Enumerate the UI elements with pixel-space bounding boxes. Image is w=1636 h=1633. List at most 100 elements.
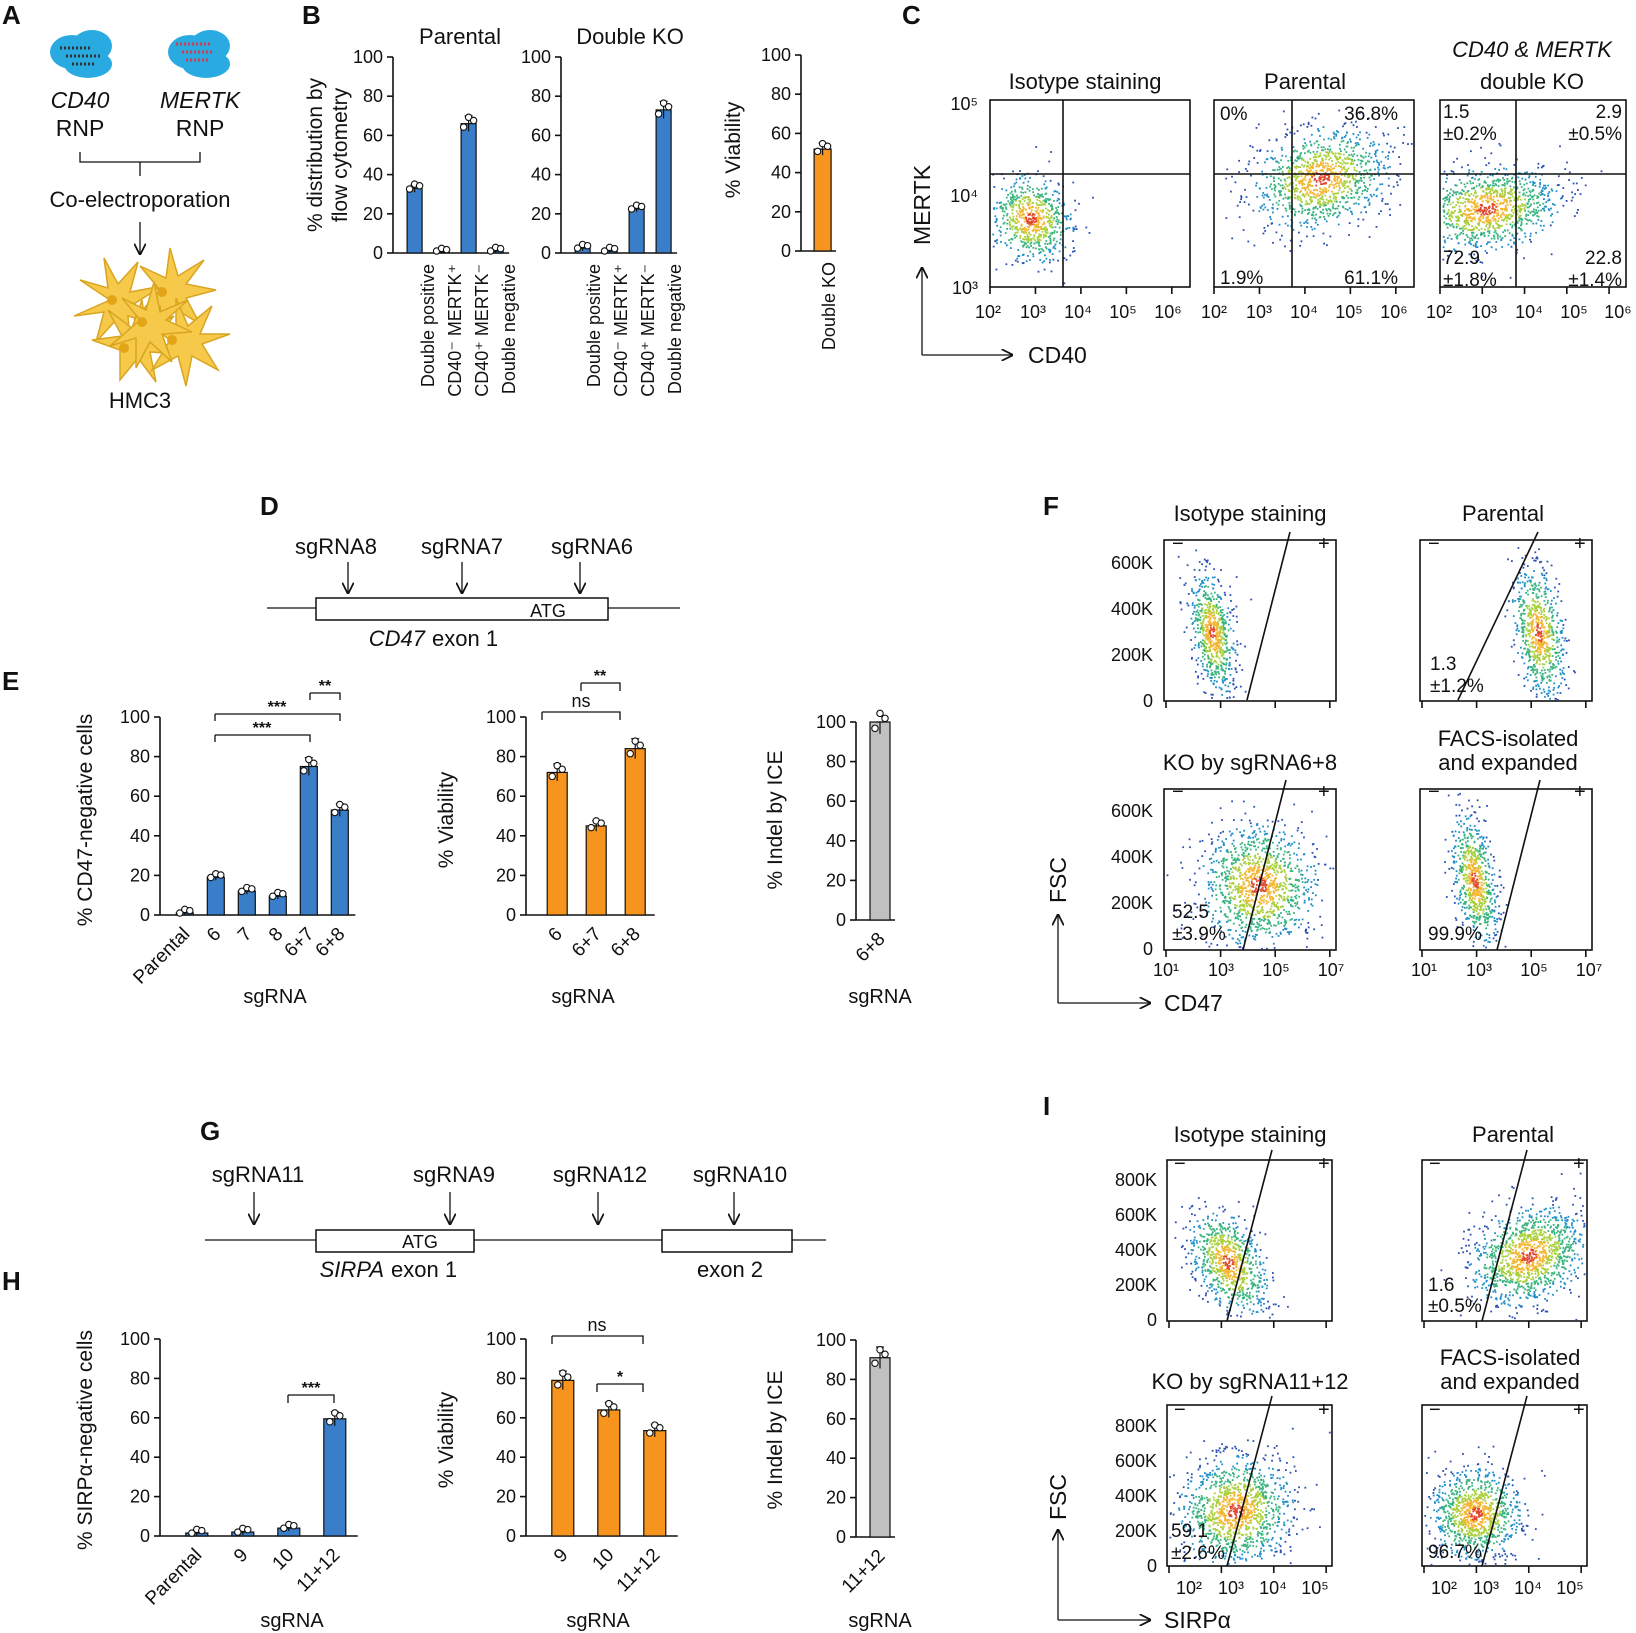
- y-tick-label: 100: [486, 1329, 516, 1349]
- data-point: [564, 1373, 572, 1381]
- b-cat-8: Double negative: [665, 264, 685, 394]
- e-sig-5: **: [594, 668, 607, 685]
- chart-b-parental: 0 20 40 60 80 100 Parental: [353, 24, 510, 263]
- data-point: [597, 819, 605, 827]
- data-point: [305, 755, 313, 764]
- f-par-val: 1.3: [1430, 654, 1456, 675]
- c-xt-7: 10³: [1246, 302, 1272, 322]
- c-dko-q4b: ±1.4%: [1568, 270, 1622, 291]
- panel-label-f: F: [1043, 491, 1059, 521]
- flow-plot-i-ko: [1166, 1395, 1333, 1573]
- bar: [655, 109, 672, 254]
- bar: [643, 1430, 667, 1537]
- y-tick-label: 20: [363, 204, 383, 224]
- gate-line: [1457, 531, 1539, 701]
- y-tick-label: 60: [496, 786, 516, 806]
- category-label: 6+8: [607, 924, 645, 962]
- y-tick-label: 100: [816, 1330, 846, 1350]
- y-tick-label: 40: [771, 163, 791, 183]
- c-ytick-labels: 10⁵ 10⁴ 10³: [950, 94, 978, 298]
- y-tick-label: 80: [496, 747, 516, 767]
- i-yt-7: 600K: [1115, 1451, 1157, 1471]
- chart-b-viability: 0 20 40 60 80 100: [761, 45, 837, 261]
- f-gate-values: 1.3 ±1.2% 52.5 ±3.9% 99.9%: [1172, 654, 1484, 945]
- c-xtick-labels: 10² 10³ 10⁴ 10⁵ 10⁶ 10² 10³ 10⁴ 10⁵ 10⁶ …: [975, 302, 1632, 322]
- f-xt-1: 10¹: [1153, 960, 1179, 980]
- f-plus-2: +: [1574, 533, 1586, 555]
- b-category-labels: Double positive CD40⁻ MERTK⁺ CD40⁺ MERTK…: [418, 262, 839, 397]
- y-tick-label: 0: [506, 1526, 516, 1546]
- f-xt-3: 10⁵: [1262, 960, 1289, 980]
- y-tick-label: 20: [826, 1488, 846, 1508]
- bar: [597, 1409, 621, 1537]
- bar: [585, 825, 607, 916]
- f-title-facs-1: FACS-isolated: [1438, 726, 1579, 751]
- y-tick-label: 40: [130, 826, 150, 846]
- data-point: [610, 244, 619, 253]
- h-ylabel-2: % Viability: [435, 1391, 458, 1488]
- cell-line-label: HMC3: [109, 388, 171, 413]
- y-tick-label: 80: [826, 1369, 846, 1389]
- b-cat-6: CD40⁻ MERTK⁺: [611, 264, 631, 397]
- i-xt-1: 10²: [1176, 1578, 1202, 1598]
- event-dots: [1169, 1427, 1331, 1565]
- flow-plot-f-ko: [1163, 779, 1337, 957]
- i-par-sd: ±0.5%: [1428, 1296, 1482, 1317]
- b-ylabel-1: % distribution by: [304, 77, 327, 232]
- i-yt-10: 0: [1147, 1556, 1157, 1576]
- f-xtick-labels: 10¹ 10³ 10⁵ 10⁷ 10¹ 10³ 10⁵ 10⁷: [1153, 960, 1602, 980]
- plot-frame: [1213, 99, 1415, 288]
- c-title-isotype: Isotype staining: [1009, 69, 1162, 94]
- i-yt-9: 200K: [1115, 1521, 1157, 1541]
- data-point: [198, 1526, 206, 1535]
- y-tick-label: 20: [130, 1487, 150, 1507]
- data-point: [631, 737, 639, 745]
- c-ylabel: MERTK: [909, 164, 935, 245]
- f-xlabel: CD47: [1164, 990, 1223, 1016]
- g-guide-4: sgRNA10: [693, 1162, 787, 1187]
- flow-plot-i-facs: [1421, 1395, 1588, 1573]
- c-xt-3: 10⁴: [1064, 302, 1092, 322]
- plot-frame: [1419, 788, 1593, 951]
- data-point: [290, 1521, 298, 1530]
- c-dko-q3: 72.9: [1443, 248, 1480, 269]
- i-xt-3: 10⁴: [1259, 1578, 1287, 1598]
- data-point: [300, 766, 308, 775]
- c-par-q3: 1.9%: [1220, 268, 1263, 289]
- data-point: [269, 892, 277, 901]
- y-tick-label: 40: [531, 165, 551, 185]
- data-point: [876, 1345, 884, 1354]
- b-cat-3: CD40⁺ MERTK⁻: [472, 264, 492, 397]
- data-point: [587, 823, 595, 832]
- y-tick-label: 40: [130, 1447, 150, 1467]
- data-point: [881, 1350, 889, 1358]
- bar: [299, 765, 318, 916]
- y-tick-label: 60: [130, 786, 150, 806]
- e-ylabel-2: % Viability: [435, 771, 458, 868]
- plot-frame: [1163, 539, 1337, 702]
- data-point: [656, 1423, 664, 1432]
- data-point: [876, 709, 884, 718]
- data-point: [188, 1529, 196, 1537]
- data-point: [553, 761, 561, 770]
- b-ylabel-2: flow cytometry: [329, 87, 352, 222]
- event-dots: [1440, 1172, 1586, 1321]
- i-minus-4: −: [1429, 1399, 1441, 1421]
- f-title-parental: Parental: [1462, 501, 1544, 526]
- f-minus-3: −: [1172, 781, 1184, 803]
- h-sig-bracket-2: [551, 1335, 644, 1344]
- data-point: [217, 871, 225, 879]
- e-xlabel-1: sgRNA: [243, 986, 307, 1008]
- i-title-facs-2: and expanded: [1440, 1369, 1579, 1394]
- i-par-val: 1.6: [1428, 1275, 1454, 1296]
- c-ytick-1: 10⁵: [951, 94, 978, 114]
- event-dots: [1504, 547, 1576, 701]
- c-title-dko-1: CD40 & MERTK: [1452, 37, 1613, 62]
- data-point: [558, 765, 566, 773]
- data-point: [405, 185, 414, 193]
- y-tick-label: 100: [120, 1329, 150, 1349]
- data-point: [664, 102, 673, 111]
- panel-label-b: B: [302, 0, 321, 30]
